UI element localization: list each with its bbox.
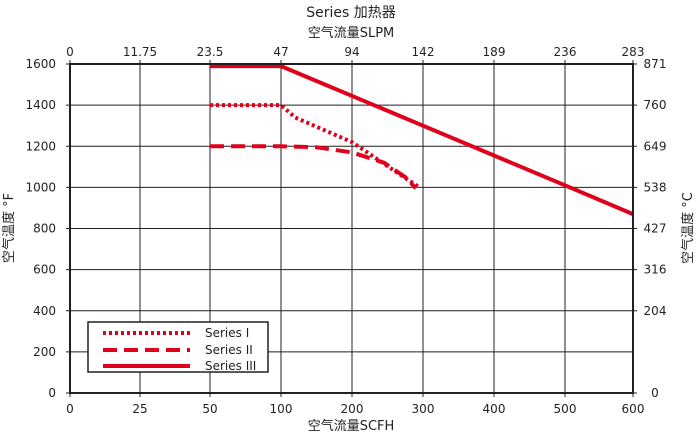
x2-tick-label: 236: [554, 45, 577, 59]
series-line-solid: [210, 64, 634, 216]
y-tick-label: 0: [48, 386, 56, 400]
y2-tick-label: 204: [644, 304, 667, 318]
y2-tick-label: 316: [644, 263, 667, 277]
x2-tick-label: 142: [412, 45, 435, 59]
legend-box: [87, 321, 269, 373]
x2-tick-label: 189: [483, 45, 506, 59]
left-axis-title: 空气温度 °F: [1, 193, 17, 263]
y2-tick-label: 871: [644, 57, 667, 71]
x-tick-label: 100: [270, 402, 293, 416]
x-tick-label: 200: [341, 402, 364, 416]
legend-label: Series I: [205, 326, 249, 340]
grid: [70, 64, 633, 393]
top-axis-title: 空气流量SLPM: [308, 25, 395, 41]
x-tick-label: 50: [202, 402, 217, 416]
bottom-axis-title: 空气流量SCFH: [308, 418, 395, 434]
y-tick-label: 1200: [25, 139, 56, 153]
x2-tick-label: 283: [622, 45, 645, 59]
series-line-dotted: [210, 103, 421, 190]
y-tick-label: 1000: [25, 180, 56, 194]
x-tick-label: 0: [66, 402, 74, 416]
y2-tick-label: 649: [644, 139, 667, 153]
x2-tick-label: 47: [273, 45, 288, 59]
x2-tick-label: 23.5: [197, 45, 224, 59]
y2-tick-label: 760: [644, 98, 667, 112]
x2-tick-label: 11.75: [123, 45, 157, 59]
legend: Series I Series II Series III: [87, 321, 269, 373]
x2-tick-label: 0: [66, 45, 74, 59]
y-tick-label: 800: [33, 222, 56, 236]
chart-title: Series 加热器: [306, 5, 396, 21]
y-tick-label: 200: [33, 345, 56, 359]
x-tick-label: 400: [483, 402, 506, 416]
y-tick-label: 600: [33, 263, 56, 277]
x-tick-label: 25: [132, 402, 147, 416]
ticks: 002511.755023.51004720094300142400189500…: [25, 45, 666, 416]
legend-label: Series III: [205, 359, 256, 373]
x-tick-label: 600: [622, 402, 645, 416]
x-tick-label: 500: [554, 402, 577, 416]
legend-label: Series II: [205, 343, 253, 357]
right-axis-title: 空气温度 °C: [680, 192, 696, 264]
y-tick-label: 1600: [25, 57, 56, 71]
x-tick-label: 300: [412, 402, 435, 416]
x2-tick-label: 94: [344, 45, 359, 59]
y2-tick-label: 538: [644, 180, 667, 194]
y-tick-label: 1400: [25, 98, 56, 112]
y2-tick-label: 0: [651, 386, 659, 400]
series-line-dashed: [210, 144, 418, 190]
series-layer: [210, 64, 634, 216]
y-tick-label: 400: [33, 304, 56, 318]
y2-tick-label: 427: [644, 222, 667, 236]
